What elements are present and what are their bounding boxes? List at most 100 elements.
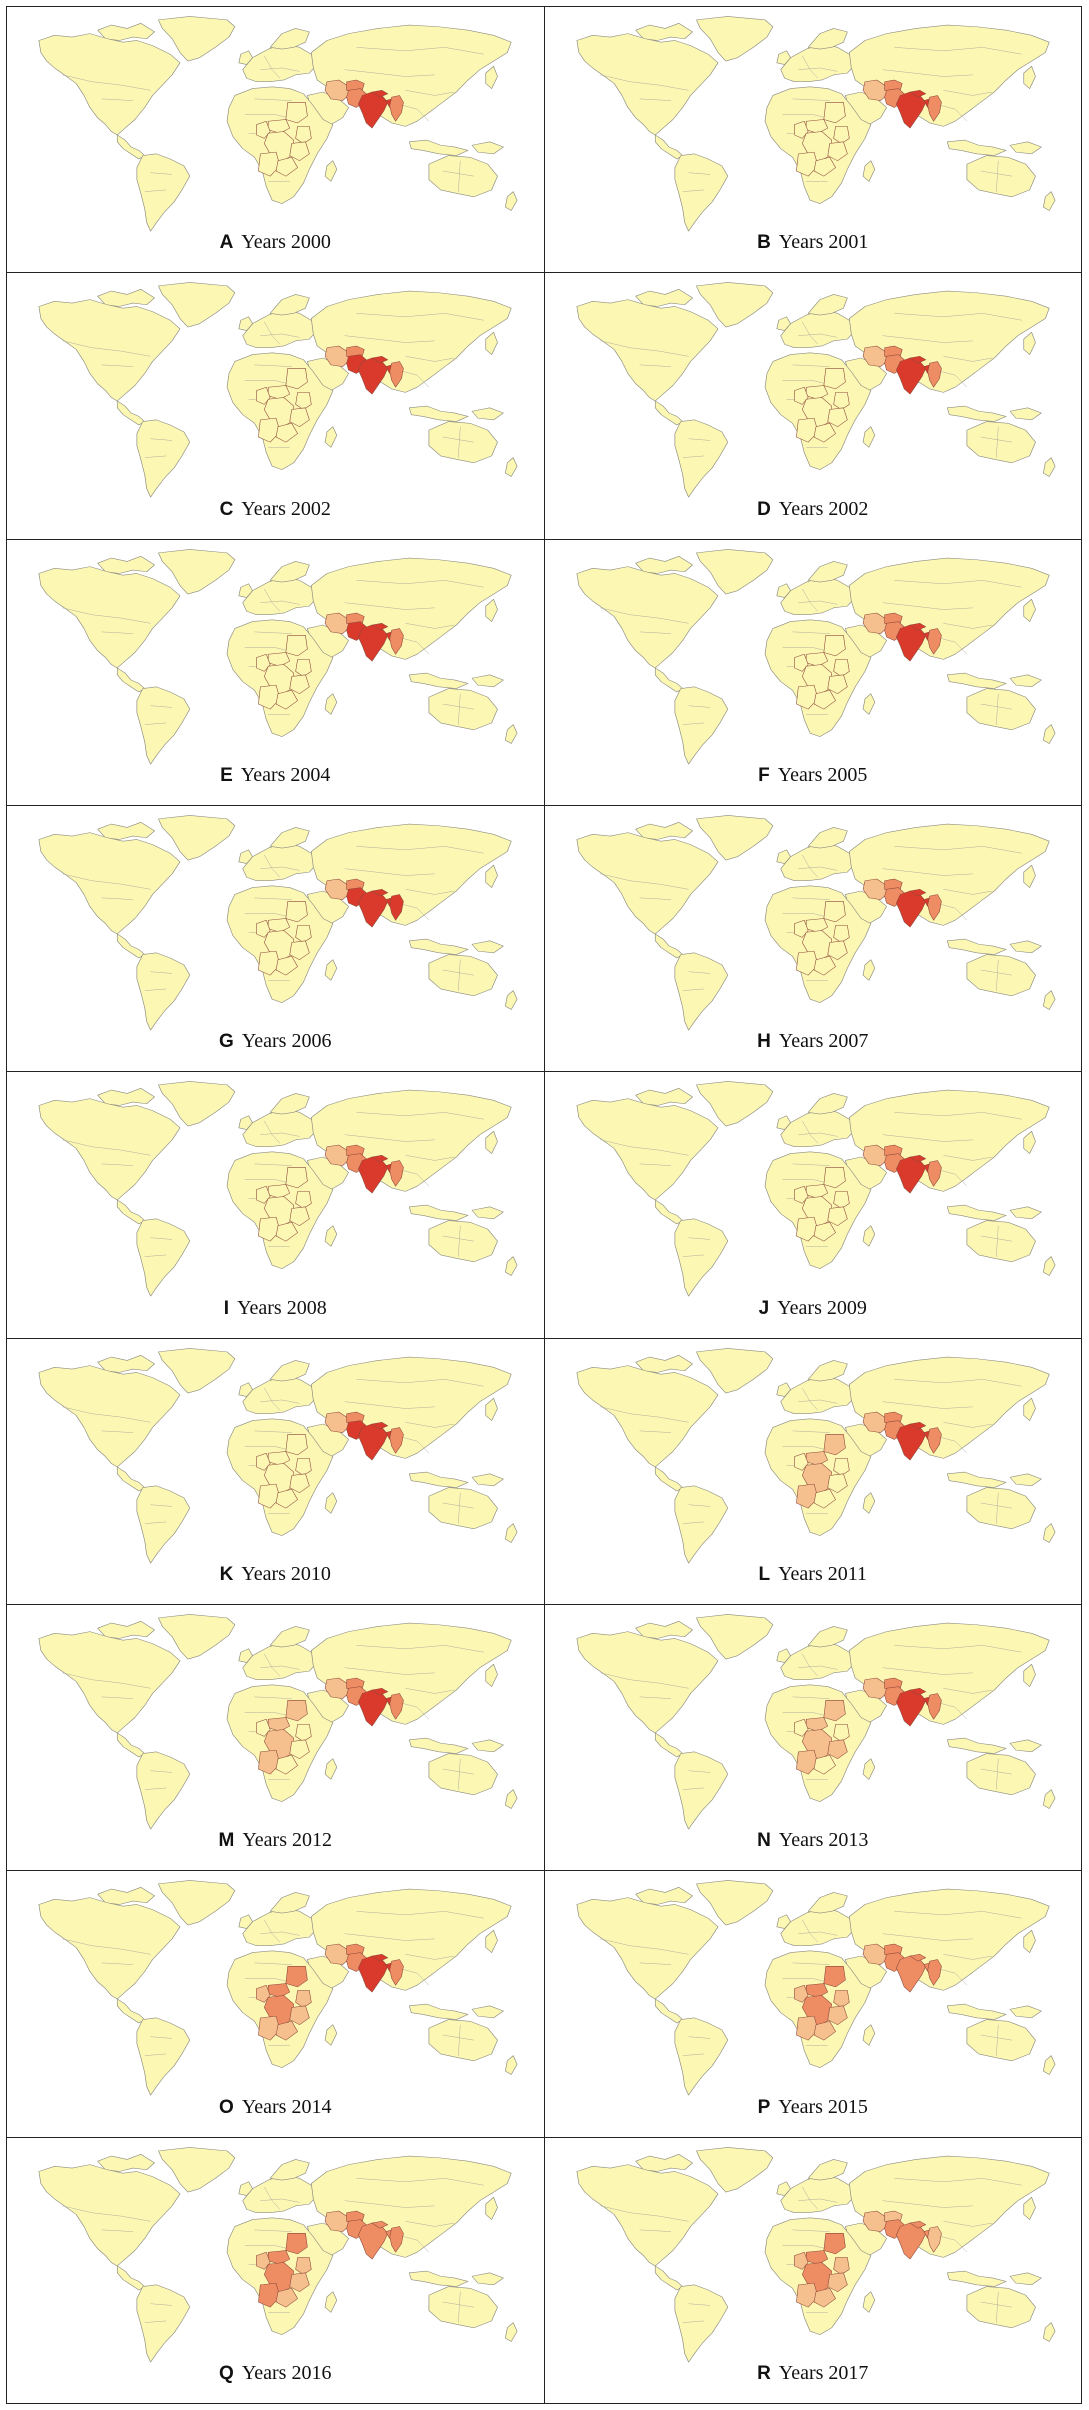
map-panel-b: B Years 2001 (544, 7, 1082, 274)
land-newZealand (505, 457, 518, 478)
region-zambia (813, 689, 836, 710)
region-kenya (295, 2256, 312, 2275)
panel-caption: A Years 2000 (7, 231, 544, 254)
region-tanzania (826, 2005, 848, 2026)
region-angola (795, 684, 818, 710)
country-border (682, 456, 704, 459)
country-border (150, 1770, 173, 1773)
region-angola (258, 1749, 281, 1775)
world-map (576, 815, 1055, 1031)
panel-year-label: Years 2008 (237, 1296, 327, 1319)
country-border (893, 313, 1022, 321)
country-border (688, 1770, 710, 1773)
panel-letter: L (758, 1564, 771, 1585)
land-southAmerica (136, 1751, 191, 1830)
land-canadaArctic (634, 289, 693, 308)
land-japan (1022, 1131, 1036, 1155)
country-border (893, 47, 1022, 55)
country-border (405, 1421, 455, 1428)
country-border (942, 1688, 992, 1694)
country-border (260, 67, 300, 72)
region-zambia (275, 157, 298, 177)
country-border (893, 1911, 1022, 1919)
country-border (791, 364, 830, 368)
land-southAmerica (136, 2284, 191, 2363)
country-border (682, 1787, 704, 1790)
world-map (576, 548, 1055, 765)
land-madagascar (862, 693, 875, 715)
region-sudan (823, 634, 846, 656)
land-australia (428, 2019, 498, 2062)
land-madagascar (862, 2291, 875, 2313)
land-japan (485, 1131, 498, 1155)
region-myanmar (389, 95, 404, 122)
land-southAmerica (136, 1218, 191, 1297)
country-border (801, 1121, 818, 1144)
map-panel-g: G Years 2006 (7, 806, 545, 1073)
panel-caption: E Years 2004 (7, 764, 544, 787)
region-cameroon (793, 1452, 808, 1471)
panel-year-label: Years 2014 (241, 2095, 332, 2118)
land-japan (1022, 2196, 1036, 2220)
country-border (405, 90, 455, 96)
land-indonesia (408, 406, 469, 423)
region-nepal (909, 1688, 926, 1696)
country-border (688, 1504, 710, 1507)
land-southAmerica (674, 1751, 728, 1830)
country-border (942, 1421, 992, 1428)
land-europe (242, 309, 318, 349)
region-sudan (823, 102, 846, 124)
panel-year-label: Years 2005 (777, 764, 868, 786)
country-border (882, 1401, 973, 1409)
land-greenland (158, 1081, 236, 1127)
land-southAmerica (674, 2017, 728, 2096)
region-myanmar (389, 1426, 404, 1454)
country-border (150, 705, 173, 708)
land-indonesia (946, 1471, 1006, 1488)
country-border (882, 1933, 973, 1942)
region-india (358, 1157, 389, 1194)
country-border (980, 2301, 1012, 2308)
country-border (791, 98, 830, 101)
land-greenland (158, 1614, 236, 1660)
land-newZealand (505, 2321, 518, 2342)
land-canadaArctic (97, 23, 155, 41)
country-border (797, 1399, 838, 1404)
country-border (639, 1696, 671, 1699)
country-border (144, 2320, 167, 2323)
land-scandinavia (807, 1892, 848, 1914)
country-border (344, 335, 435, 344)
land-japan (1022, 1663, 1036, 1687)
land-northAmerica (38, 2163, 181, 2266)
region-zambia (275, 1488, 298, 1509)
country-border (688, 172, 710, 175)
region-kenya (832, 1990, 850, 2009)
region-tanzania (826, 674, 848, 694)
panel-caption: G Years 2006 (7, 1030, 544, 1053)
country-border (458, 2025, 461, 2056)
land-indonesia (946, 2004, 1006, 2021)
region-cameroon (793, 919, 808, 938)
region-kenya (295, 1724, 312, 1742)
region-india (358, 624, 389, 661)
country-border (260, 1932, 300, 1936)
region-zambia (275, 689, 298, 710)
country-border (934, 1701, 967, 1720)
region-tanzania (826, 1206, 848, 1227)
country-border (682, 2054, 704, 2057)
country-border (397, 1701, 430, 1720)
country-border (934, 902, 967, 921)
country-border (397, 2234, 430, 2253)
land-indonesia (408, 1737, 469, 1754)
country-border (397, 902, 430, 921)
country-border (344, 1401, 435, 1409)
country-border (397, 370, 430, 388)
land-uk (775, 316, 791, 332)
country-border (150, 2303, 173, 2306)
country-border (442, 170, 475, 177)
land-scandinavia (269, 1626, 310, 1648)
region-myanmar (389, 1959, 404, 1986)
country-border (934, 1435, 967, 1454)
region-kenya (832, 1457, 850, 1476)
region-india (895, 624, 926, 661)
